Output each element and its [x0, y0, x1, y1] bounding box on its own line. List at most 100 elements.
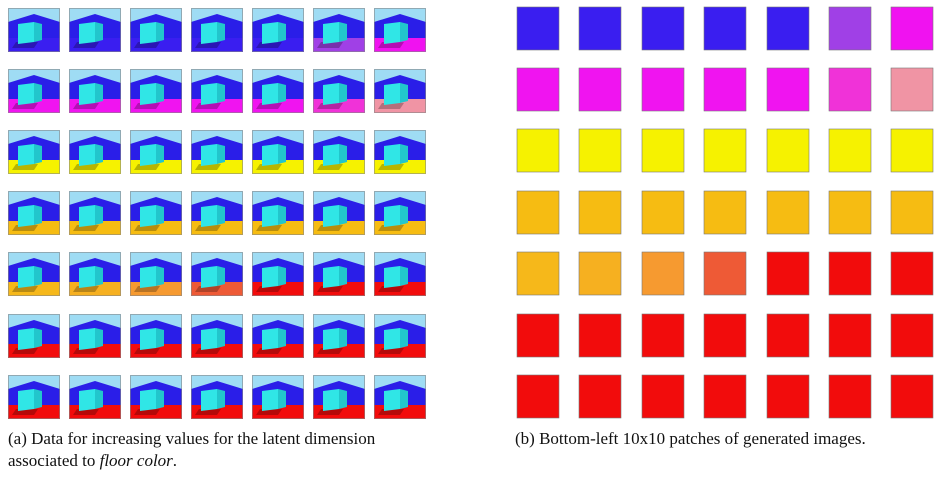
caption-a: (a) Data for increasing values for the l… — [8, 428, 428, 472]
page-body: (a) Data for increasing values for the l… — [0, 0, 936, 485]
thumbnail — [191, 69, 243, 113]
thumbnail — [69, 375, 121, 419]
thumbnail — [69, 69, 121, 113]
patch — [891, 129, 933, 172]
thumbnail — [374, 252, 426, 296]
patch — [517, 68, 559, 111]
cube-side — [95, 389, 103, 409]
thumbnail — [8, 191, 60, 235]
cube-side — [217, 389, 225, 409]
thumbnail — [8, 69, 60, 113]
cube-front — [384, 22, 400, 44]
thumbnail — [374, 130, 426, 174]
cube-side — [217, 83, 225, 103]
patch — [891, 375, 933, 418]
thumbnail — [252, 252, 304, 296]
cube-side — [156, 389, 164, 409]
cube-side — [339, 83, 347, 103]
patch — [579, 375, 621, 418]
cube-side — [34, 205, 42, 225]
cube-front — [79, 22, 95, 44]
cube-side — [156, 328, 164, 348]
cube-front — [18, 205, 34, 227]
cube-side — [95, 22, 103, 42]
thumbnail — [374, 314, 426, 358]
cube-side — [156, 144, 164, 164]
patch — [829, 252, 871, 295]
cube-front — [79, 328, 95, 350]
patch — [579, 129, 621, 172]
cube-side — [339, 328, 347, 348]
caption-label: (b) — [515, 429, 535, 448]
patch — [767, 191, 809, 234]
cube-front — [384, 205, 400, 227]
patch — [642, 68, 684, 111]
cube-front — [79, 205, 95, 227]
patch — [829, 68, 871, 111]
caption-b: (b) Bottom-left 10x10 patches of generat… — [515, 428, 935, 450]
thumbnail — [130, 375, 182, 419]
patch — [767, 252, 809, 295]
caption-end: . — [173, 451, 177, 470]
cube-side — [217, 205, 225, 225]
cube-front — [79, 266, 95, 288]
cube-front — [18, 83, 34, 105]
thumbnail — [8, 375, 60, 419]
cube-side — [339, 389, 347, 409]
thumbnail — [69, 130, 121, 174]
cube-side — [95, 83, 103, 103]
patch — [891, 68, 933, 111]
cube-front — [140, 389, 156, 411]
cube-side — [217, 144, 225, 164]
patch — [704, 68, 746, 111]
thumbnail — [191, 130, 243, 174]
thumbnail — [191, 191, 243, 235]
patch — [517, 129, 559, 172]
cube-front — [79, 144, 95, 166]
thumbnail — [191, 8, 243, 52]
cube-front — [262, 83, 278, 105]
cube-front — [323, 83, 339, 105]
cube-side — [217, 328, 225, 348]
cube-side — [217, 22, 225, 42]
thumbnail — [252, 69, 304, 113]
patch — [891, 252, 933, 295]
cube-front — [201, 144, 217, 166]
page: {"figure": { "caption_a": {"label": "(a)… — [0, 0, 936, 485]
patch — [517, 7, 559, 50]
thumbnail — [252, 314, 304, 358]
thumbnail — [130, 191, 182, 235]
cube-side — [278, 83, 286, 103]
thumbnail — [313, 69, 365, 113]
cube-side — [34, 83, 42, 103]
cube-side — [400, 144, 408, 164]
patch — [642, 252, 684, 295]
cube-front — [262, 389, 278, 411]
patch — [579, 7, 621, 50]
thumbnail — [191, 375, 243, 419]
thumbnail — [191, 314, 243, 358]
cube-front — [79, 83, 95, 105]
cube-front — [18, 389, 34, 411]
cube-front — [323, 266, 339, 288]
cube-side — [339, 22, 347, 42]
patch — [642, 7, 684, 50]
cube-front — [323, 328, 339, 350]
cube-front — [18, 328, 34, 350]
cube-side — [156, 22, 164, 42]
cube-front — [262, 205, 278, 227]
cube-front — [18, 266, 34, 288]
cube-side — [156, 205, 164, 225]
patch — [829, 314, 871, 357]
patch — [517, 375, 559, 418]
cube-side — [34, 328, 42, 348]
thumbnail — [130, 8, 182, 52]
thumbnail — [130, 130, 182, 174]
patch — [767, 68, 809, 111]
caption-label: (a) — [8, 429, 27, 448]
patch — [829, 129, 871, 172]
cube-front — [384, 328, 400, 350]
patch — [704, 252, 746, 295]
cube-front — [140, 328, 156, 350]
cube-side — [95, 144, 103, 164]
